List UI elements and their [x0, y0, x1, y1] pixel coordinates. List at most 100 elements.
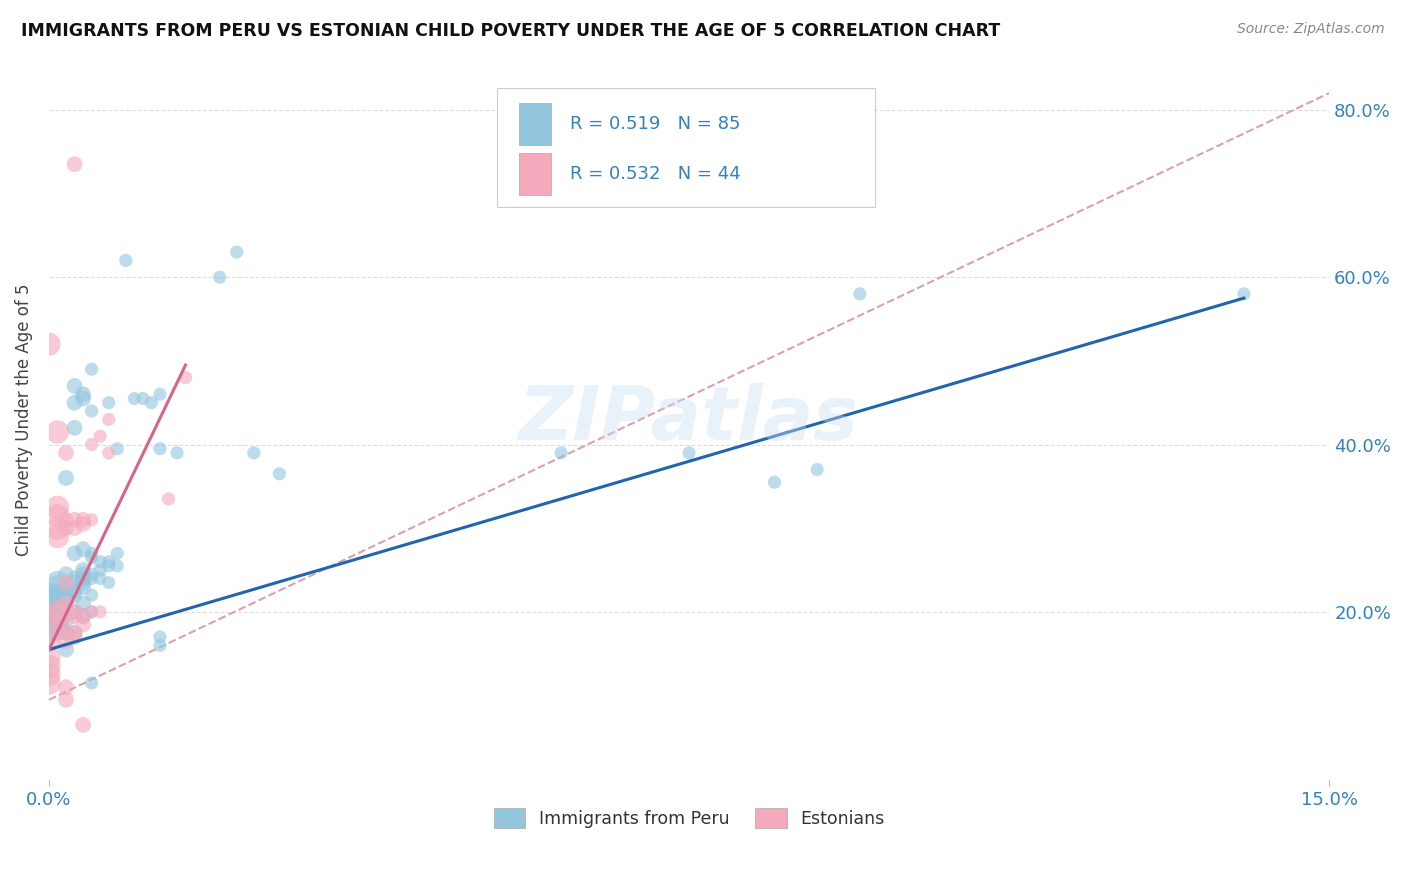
Point	[38, 659, 60, 673]
Point	[55, 521, 77, 535]
Point	[38, 651, 60, 665]
Point	[80, 676, 103, 690]
Point	[63, 513, 86, 527]
Point	[550, 446, 572, 460]
Point	[89, 563, 111, 577]
Point	[89, 605, 111, 619]
Point	[243, 446, 266, 460]
Point	[63, 625, 86, 640]
Point	[80, 513, 103, 527]
Point	[72, 718, 94, 732]
Point	[46, 521, 69, 535]
Point	[174, 370, 197, 384]
Point	[63, 521, 86, 535]
Point	[72, 580, 94, 594]
Point	[63, 421, 86, 435]
Point	[63, 157, 86, 171]
Point	[105, 558, 128, 573]
Point	[46, 609, 69, 624]
Point	[38, 592, 60, 607]
Point	[72, 542, 94, 557]
Point	[63, 395, 86, 409]
FancyBboxPatch shape	[519, 153, 551, 194]
Point	[105, 546, 128, 560]
Point	[849, 286, 872, 301]
Point	[55, 575, 77, 590]
Point	[72, 513, 94, 527]
Point	[38, 634, 60, 648]
Point	[80, 605, 103, 619]
Point	[63, 588, 86, 602]
Point	[72, 387, 94, 401]
Point	[63, 625, 86, 640]
Point	[80, 362, 103, 376]
Text: R = 0.532   N = 44: R = 0.532 N = 44	[569, 165, 741, 183]
Point	[46, 425, 69, 439]
Point	[149, 442, 172, 456]
Point	[55, 642, 77, 657]
Text: R = 0.519   N = 85: R = 0.519 N = 85	[569, 115, 741, 133]
Point	[763, 475, 786, 490]
Point	[38, 600, 60, 615]
Point	[55, 471, 77, 485]
Point	[38, 625, 60, 640]
Point	[55, 446, 77, 460]
Point	[55, 588, 77, 602]
Point	[38, 609, 60, 624]
Point	[46, 588, 69, 602]
Point	[124, 392, 146, 406]
Point	[97, 412, 120, 426]
Point	[269, 467, 291, 481]
FancyBboxPatch shape	[519, 103, 551, 145]
Point	[97, 446, 120, 460]
Point	[46, 597, 69, 611]
Point	[208, 270, 231, 285]
Point	[46, 500, 69, 515]
Point	[46, 605, 69, 619]
Point	[80, 404, 103, 418]
Point	[80, 437, 103, 451]
Text: ZIPatlas: ZIPatlas	[519, 383, 859, 456]
Text: IMMIGRANTS FROM PERU VS ESTONIAN CHILD POVERTY UNDER THE AGE OF 5 CORRELATION CH: IMMIGRANTS FROM PERU VS ESTONIAN CHILD P…	[21, 22, 1000, 40]
Point	[46, 508, 69, 523]
Point	[46, 622, 69, 636]
Point	[1233, 286, 1256, 301]
Point	[55, 584, 77, 599]
Point	[89, 555, 111, 569]
Point	[55, 625, 77, 640]
Point	[72, 392, 94, 406]
Point	[63, 605, 86, 619]
Point	[38, 337, 60, 351]
Point	[806, 463, 828, 477]
Legend: Immigrants from Peru, Estonians: Immigrants from Peru, Estonians	[486, 801, 891, 835]
Point	[72, 567, 94, 582]
Point	[55, 567, 77, 582]
Point	[38, 617, 60, 632]
Point	[46, 617, 69, 632]
Point	[46, 605, 69, 619]
Text: Source: ZipAtlas.com: Source: ZipAtlas.com	[1237, 22, 1385, 37]
Point	[97, 558, 120, 573]
Point	[114, 253, 136, 268]
Point	[38, 613, 60, 627]
Point	[80, 588, 103, 602]
Point	[149, 630, 172, 644]
Point	[46, 530, 69, 544]
Point	[55, 592, 77, 607]
Point	[157, 491, 180, 506]
Point	[72, 597, 94, 611]
Point	[63, 584, 86, 599]
Point	[72, 609, 94, 624]
Point	[80, 546, 103, 560]
Point	[89, 429, 111, 443]
Point	[38, 605, 60, 619]
Point	[38, 676, 60, 690]
Point	[72, 571, 94, 585]
Point	[97, 575, 120, 590]
Point	[38, 597, 60, 611]
Point	[55, 613, 77, 627]
Point	[132, 392, 155, 406]
Point	[63, 379, 86, 393]
Point	[80, 550, 103, 565]
Y-axis label: Child Poverty Under the Age of 5: Child Poverty Under the Age of 5	[15, 283, 32, 556]
